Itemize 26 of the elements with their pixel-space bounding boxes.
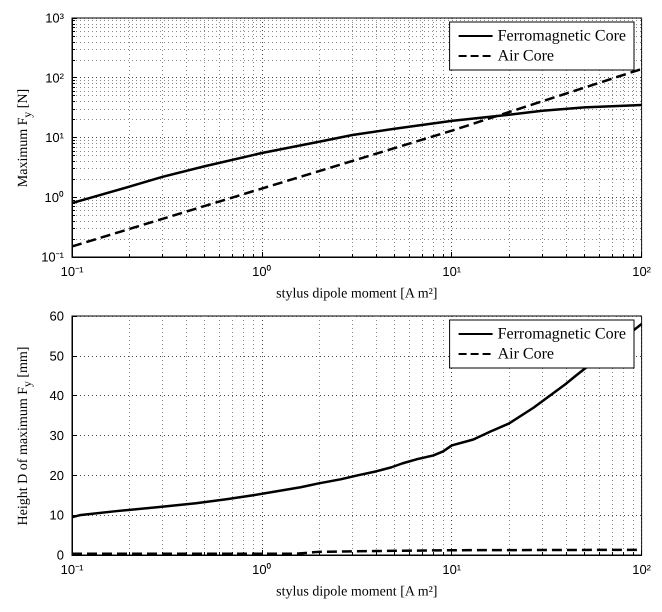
x-tick-label: 10⁰ bbox=[252, 562, 272, 577]
x-axis-title: stylus dipole moment [A m²] bbox=[276, 286, 438, 302]
x-tick-label: 10² bbox=[632, 264, 652, 279]
y-tick-label: 0 bbox=[56, 548, 64, 562]
y-tick-label: 60 bbox=[50, 308, 64, 324]
y-tick-label: 30 bbox=[50, 428, 64, 443]
legend-label: Ferromagnetic Core bbox=[498, 326, 626, 342]
y-tick-label: 40 bbox=[50, 388, 64, 404]
y-tick-label: 10⁰ bbox=[44, 190, 64, 205]
y-tick-label: 10 bbox=[50, 508, 64, 523]
legend-label: Air Core bbox=[498, 48, 554, 64]
x-tick-label: 10⁻¹ bbox=[60, 562, 84, 577]
y-tick-label: 10² bbox=[45, 70, 65, 86]
legend-label: Air Core bbox=[498, 346, 554, 362]
y-tick-label: 10¹ bbox=[45, 130, 65, 145]
x-tick-label: 10¹ bbox=[442, 264, 462, 279]
x-axis-title: stylus dipole moment [A m²] bbox=[276, 584, 438, 600]
x-tick-label: 10⁻¹ bbox=[60, 264, 84, 279]
y-tick-label: 10⁻¹ bbox=[41, 250, 65, 264]
y-tick-label: 20 bbox=[50, 468, 64, 483]
x-tick-label: 10⁰ bbox=[252, 264, 272, 279]
x-tick-label: 10² bbox=[632, 562, 652, 577]
x-tick-label: 10¹ bbox=[442, 562, 462, 577]
y-tick-label: 10³ bbox=[45, 10, 65, 26]
legend-label: Ferromagnetic Core bbox=[498, 28, 626, 44]
y-tick-label: 50 bbox=[50, 348, 64, 364]
